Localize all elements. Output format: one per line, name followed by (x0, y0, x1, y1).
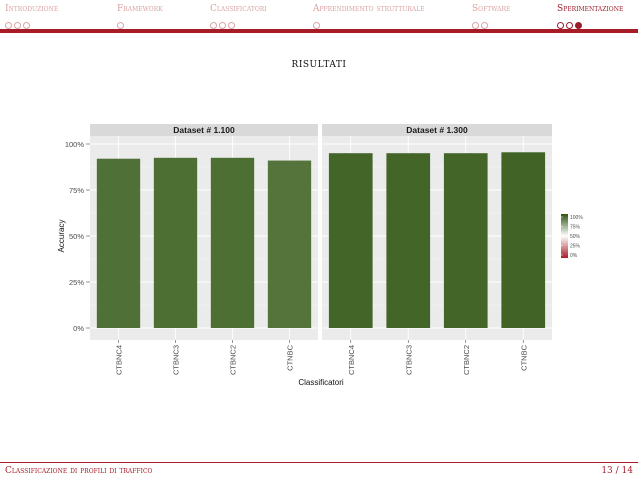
x-tick-label: CTNBC (286, 344, 295, 370)
bar (153, 157, 198, 328)
nav-dot[interactable] (210, 22, 217, 29)
nav-dots-4 (472, 14, 490, 29)
facet-label: Dataset # 1.300 (406, 125, 468, 135)
navigation-bar: Introduzione Framework Classificatori Appre… (0, 0, 638, 29)
x-tick-label: CTBNC4 (115, 345, 124, 375)
x-axis-label: Classificatori (298, 378, 344, 387)
legend-label: 50% (570, 234, 581, 240)
nav-dot[interactable] (313, 22, 320, 29)
footer-title: Classificazione di profili di traffico (5, 466, 153, 476)
facet-strip (90, 124, 318, 136)
bar (386, 153, 431, 328)
x-tick-label: CTBNC3 (172, 345, 181, 375)
nav-section-0[interactable]: Introduzione (5, 4, 59, 14)
nav-dot[interactable] (117, 22, 124, 29)
nav-dot[interactable] (481, 22, 488, 29)
bar (267, 160, 312, 328)
nav-dot[interactable] (566, 22, 573, 29)
nav-section-4[interactable]: Software (472, 4, 511, 14)
legend-label: 25% (570, 244, 581, 250)
y-tick-label: 100% (65, 140, 85, 149)
nav-dot[interactable] (5, 22, 12, 29)
bar (328, 153, 373, 328)
x-tick-label: CTNBC (519, 344, 528, 370)
nav-dots-3 (313, 14, 322, 29)
frame-title: risultati (291, 56, 347, 71)
nav-section-1[interactable]: Framework (117, 4, 163, 14)
y-tick-label: 50% (69, 232, 84, 241)
nav-dots-2 (210, 14, 237, 29)
x-tick-label: CTBNC2 (462, 345, 471, 375)
nav-dot[interactable] (14, 22, 21, 29)
nav-dots-1 (117, 14, 126, 29)
legend-colorbar (561, 214, 568, 258)
bar (443, 153, 488, 328)
nav-dots-5 (557, 14, 584, 29)
nav-dots-0 (5, 14, 32, 29)
bar (501, 152, 546, 328)
nav-section-2[interactable]: Classificatori (210, 4, 267, 14)
nav-dot[interactable] (23, 22, 30, 29)
facet-strip (322, 124, 552, 136)
nav-section-5[interactable]: Sperimentazione (557, 4, 624, 14)
x-tick-label: CTBNC4 (347, 345, 356, 375)
x-tick-label: CTBNC2 (229, 345, 238, 375)
bar (210, 157, 255, 328)
nav-dot[interactable] (219, 22, 226, 29)
legend-label: 75% (570, 225, 581, 231)
facet-label: Dataset # 1.100 (173, 125, 235, 135)
y-tick-label: 75% (69, 186, 84, 195)
legend-label: 100% (570, 215, 583, 221)
y-axis-label: Accuracy (57, 220, 66, 253)
header-rule (0, 29, 638, 33)
nav-dot[interactable] (557, 22, 564, 29)
nav-dot[interactable] (228, 22, 235, 29)
x-tick-label: CTBNC3 (404, 345, 413, 375)
nav-section-3[interactable]: Apprendimento strutturale (313, 4, 425, 14)
bar (96, 158, 141, 328)
nav-dot[interactable] (575, 22, 582, 29)
footer-bar: Classificazione di profili di traffico 1… (0, 462, 638, 480)
legend-label: 0% (570, 253, 578, 259)
page-number: 13 / 14 (601, 466, 633, 476)
y-tick-label: 0% (73, 324, 84, 333)
y-tick-label: 25% (69, 278, 84, 287)
nav-dot[interactable] (472, 22, 479, 29)
